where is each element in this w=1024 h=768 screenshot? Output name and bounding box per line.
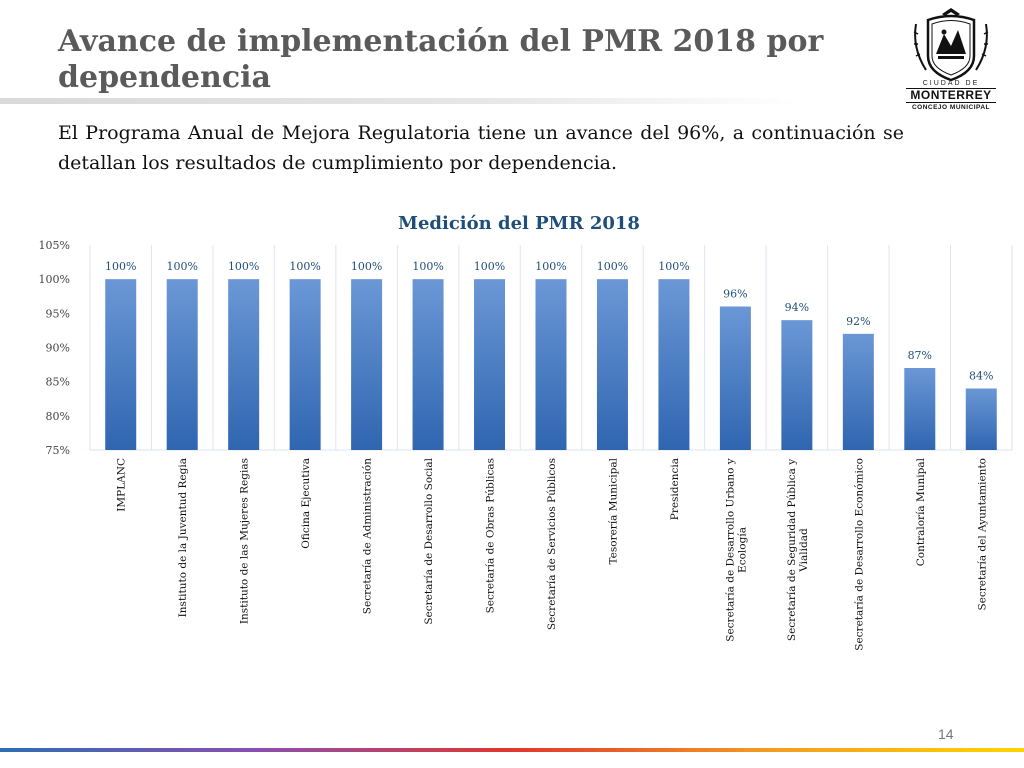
x-axis-label: Contraloría Munipal (915, 457, 927, 566)
y-tick-label: 90% (46, 342, 70, 355)
x-axis-label: Secretaría de Desarrollo Social (423, 457, 435, 624)
data-labels: 100% 100% 100% 100% 100% 100% 100% 100% 100% 100%… (105, 260, 993, 382)
data-label: 94% (785, 301, 809, 314)
y-tick-label: 105% (39, 239, 70, 252)
x-axis-label: Presidencia (669, 458, 681, 520)
bar (412, 279, 444, 450)
data-label: 87% (908, 349, 932, 362)
chart-title: Medición del PMR 2018 (398, 213, 640, 234)
logo-city-label: CIUDAD DE (922, 80, 980, 87)
data-label: 100% (474, 260, 505, 273)
bar (351, 279, 383, 450)
bar (166, 279, 198, 450)
data-label: 100% (535, 260, 566, 273)
y-tick-label: 75% (46, 444, 70, 457)
data-label: 96% (723, 288, 747, 301)
bar (228, 279, 260, 450)
data-label: 100% (289, 260, 320, 273)
x-axis-label: Secretaría de Administración (362, 458, 374, 614)
y-axis-ticks: 75% 80% 85% 90% 95% 100% 105% (39, 239, 70, 457)
logo-council-label: CONCEJO MUNICIPAL (911, 104, 991, 111)
bar (535, 279, 567, 450)
slide-title: Avance de implementación del PMR 2018 po… (58, 24, 824, 95)
data-label: 100% (228, 260, 259, 273)
data-label: 84% (969, 370, 993, 383)
title-divider (0, 98, 800, 104)
bar-chart: Medición del PMR 2018 75% 80% 85% 90% 95% 100… (39, 213, 1013, 651)
data-label: 100% (597, 260, 628, 273)
intro-paragraph: El Programa Anual de Mejora Regulatoria … (58, 122, 904, 174)
chart-bars (105, 279, 997, 450)
logo-city-name: MONTERREY (906, 88, 996, 103)
y-tick-label: 95% (46, 307, 70, 320)
x-axis-label: IMPLANC (116, 458, 128, 512)
bar (719, 306, 751, 450)
bar (965, 388, 997, 450)
x-axis-label: Secretaría de Seguridad Pública yVialida… (786, 459, 810, 641)
data-label: 100% (412, 260, 443, 273)
data-label: 100% (658, 260, 689, 273)
footer-color-bar (0, 748, 1024, 752)
data-label: 100% (166, 260, 197, 273)
bar (596, 279, 628, 450)
logo-text: CIUDAD DE MONTERREY CONCEJO MUNICIPAL (906, 80, 996, 111)
x-axis-label: Tesorería Municipal (607, 457, 619, 564)
y-tick-label: 100% (39, 273, 70, 286)
x-axis-label: Instituto de la Juventud Regia (177, 458, 189, 617)
x-axis-label: Instituto de las Mujeres Regias (239, 458, 251, 624)
bar (289, 279, 321, 450)
bar (904, 368, 936, 450)
x-axis-label: Secretaría de Obras Públicas (485, 458, 497, 613)
data-label: 100% (351, 260, 382, 273)
y-tick-label: 80% (46, 410, 70, 423)
data-label: 92% (846, 315, 870, 328)
bar (842, 333, 874, 450)
x-axis-label: Secretaría de Desarrollo Urbano yEcologí… (724, 458, 748, 642)
y-tick-label: 85% (46, 376, 70, 389)
slide-title-block: Avance de implementación del PMR 2018 po… (58, 24, 878, 96)
bar (781, 320, 813, 450)
x-axis-label: Secretaría de Desarrollo Económico (853, 458, 865, 651)
bar (474, 279, 506, 450)
monterrey-seal-logo (913, 8, 989, 82)
x-axis-label: Oficina Ejecutiva (300, 458, 312, 549)
bar (105, 279, 137, 450)
x-axis-label: Secretaría del Ayuntamiento (976, 458, 988, 611)
x-axis-label: Secretaría de Servicios Públicos (546, 458, 558, 630)
data-label: 100% (105, 260, 136, 273)
x-axis-labels: IMPLANC Instituto de la Juventud Regia Ins… (116, 457, 989, 650)
page-number: 14 (938, 726, 954, 742)
bar (658, 279, 690, 450)
